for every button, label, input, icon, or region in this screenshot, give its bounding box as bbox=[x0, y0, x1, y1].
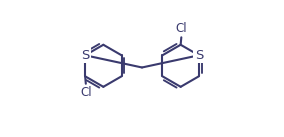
Text: S: S bbox=[195, 49, 203, 62]
Text: S: S bbox=[81, 49, 89, 62]
Text: Cl: Cl bbox=[80, 86, 92, 99]
Text: Cl: Cl bbox=[176, 22, 187, 35]
